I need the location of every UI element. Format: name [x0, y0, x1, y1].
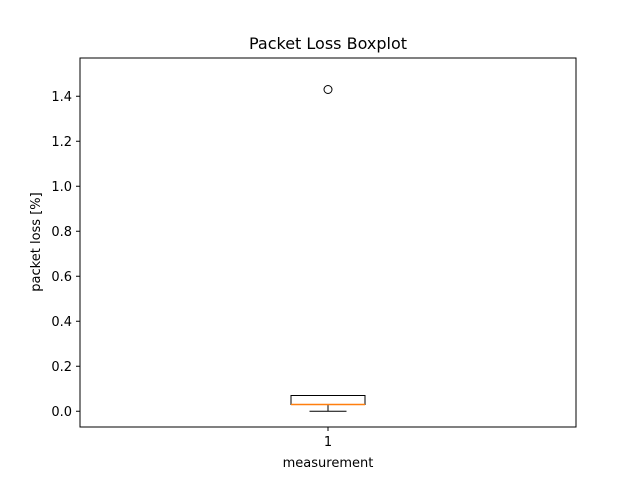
y-tick-label: 1.4 [51, 90, 72, 105]
y-tick-label: 1.2 [51, 135, 72, 150]
y-axis-label: packet loss [%] [29, 192, 44, 291]
x-axis: 1 [324, 427, 332, 450]
y-tick-label: 0.2 [51, 360, 72, 375]
y-tick-label: 1.0 [51, 180, 72, 195]
y-axis: 0.0 0.2 0.4 0.6 0.8 1.0 1.2 1.4 [51, 90, 80, 420]
chart-title: Packet Loss Boxplot [249, 34, 407, 53]
outlier-point [323, 85, 333, 94]
boxplot-series [290, 85, 366, 412]
y-tick-label: 0.8 [51, 225, 72, 240]
y-tick-label: 0.6 [51, 270, 72, 285]
x-axis-label: measurement [283, 456, 374, 471]
y-tick-label: 0.0 [51, 405, 72, 420]
x-tick-label: 1 [324, 435, 332, 450]
y-tick-label: 0.4 [51, 315, 72, 330]
